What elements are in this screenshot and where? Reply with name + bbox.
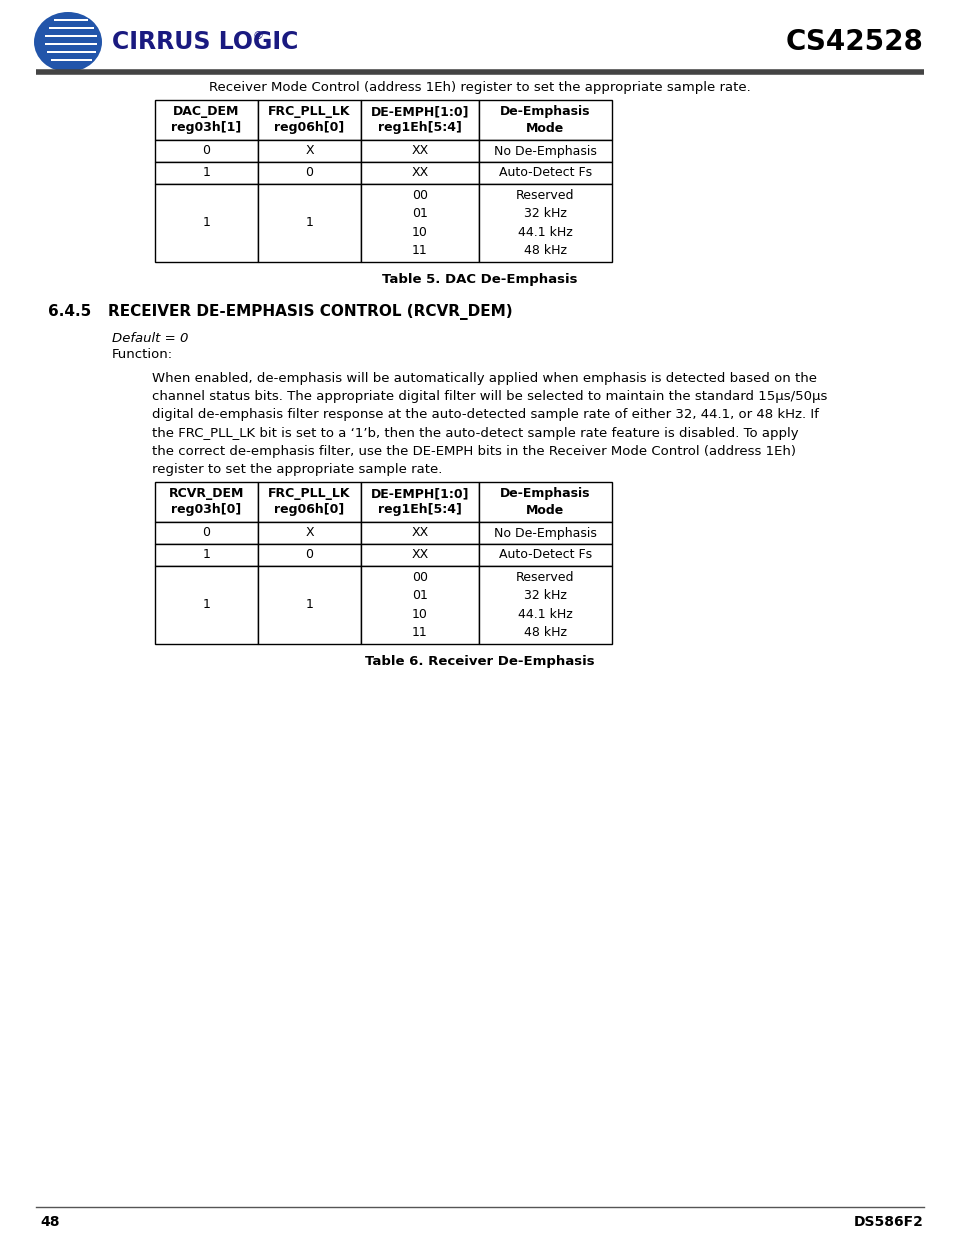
Bar bbox=[257, 522, 360, 543]
Bar bbox=[478, 184, 612, 262]
Text: Reserved
32 kHz
44.1 kHz
48 kHz: Reserved 32 kHz 44.1 kHz 48 kHz bbox=[516, 571, 574, 640]
Bar bbox=[478, 543, 612, 566]
Text: When enabled, de-emphasis will be automatically applied when emphasis is detecte: When enabled, de-emphasis will be automa… bbox=[152, 372, 826, 475]
Bar bbox=[360, 100, 478, 140]
Text: XX: XX bbox=[411, 526, 428, 540]
Bar bbox=[154, 482, 257, 522]
Bar bbox=[257, 184, 360, 262]
Text: 48: 48 bbox=[40, 1215, 59, 1229]
Text: XX: XX bbox=[411, 167, 428, 179]
Text: DE-EMPH[1:0]
reg1Eh[5:4]: DE-EMPH[1:0] reg1Eh[5:4] bbox=[371, 105, 469, 135]
Bar bbox=[154, 100, 257, 140]
Bar bbox=[154, 566, 257, 643]
Text: Function:: Function: bbox=[112, 348, 172, 361]
Text: 00
01
10
11: 00 01 10 11 bbox=[412, 571, 428, 640]
Text: 1: 1 bbox=[202, 599, 211, 611]
Bar bbox=[360, 543, 478, 566]
Text: 1: 1 bbox=[305, 599, 314, 611]
Text: XX: XX bbox=[411, 144, 428, 158]
Bar bbox=[257, 162, 360, 184]
Bar bbox=[360, 184, 478, 262]
Text: De-Emphasis
Mode: De-Emphasis Mode bbox=[499, 105, 590, 135]
Text: FRC_PLL_LK
reg06h[0]: FRC_PLL_LK reg06h[0] bbox=[268, 105, 351, 135]
Bar bbox=[47, 51, 95, 53]
Text: ®: ® bbox=[253, 31, 264, 41]
Bar bbox=[257, 543, 360, 566]
Bar bbox=[49, 27, 94, 30]
Text: De-Emphasis
Mode: De-Emphasis Mode bbox=[499, 488, 590, 516]
Text: RCVR_DEM
reg03h[0]: RCVR_DEM reg03h[0] bbox=[169, 488, 244, 516]
Text: XX: XX bbox=[411, 548, 428, 562]
Bar bbox=[51, 59, 91, 62]
Bar bbox=[360, 140, 478, 162]
Text: 00
01
10
11: 00 01 10 11 bbox=[412, 189, 428, 257]
Bar bbox=[360, 522, 478, 543]
Text: Reserved
32 kHz
44.1 kHz
48 kHz: Reserved 32 kHz 44.1 kHz 48 kHz bbox=[516, 189, 574, 257]
Bar bbox=[478, 522, 612, 543]
Bar bbox=[154, 162, 257, 184]
Bar bbox=[478, 482, 612, 522]
Bar bbox=[53, 19, 88, 21]
Bar bbox=[45, 43, 97, 46]
Bar bbox=[154, 543, 257, 566]
Bar bbox=[46, 35, 97, 37]
Text: 1: 1 bbox=[202, 548, 211, 562]
Text: 6.4.5: 6.4.5 bbox=[48, 304, 91, 319]
Text: Auto-Detect Fs: Auto-Detect Fs bbox=[498, 548, 592, 562]
Bar bbox=[360, 482, 478, 522]
Text: RECEIVER DE-EMPHASIS CONTROL (RCVR_DEM): RECEIVER DE-EMPHASIS CONTROL (RCVR_DEM) bbox=[108, 304, 512, 320]
Text: No De-Emphasis: No De-Emphasis bbox=[494, 526, 597, 540]
Text: X: X bbox=[305, 144, 314, 158]
Text: DS586F2: DS586F2 bbox=[853, 1215, 923, 1229]
Bar bbox=[257, 482, 360, 522]
Ellipse shape bbox=[34, 12, 102, 72]
Bar bbox=[257, 100, 360, 140]
Text: 0: 0 bbox=[305, 548, 314, 562]
Bar bbox=[154, 140, 257, 162]
Bar bbox=[478, 162, 612, 184]
Text: X: X bbox=[305, 526, 314, 540]
Bar bbox=[478, 140, 612, 162]
Text: 1: 1 bbox=[202, 216, 211, 230]
Text: CS42528: CS42528 bbox=[785, 28, 923, 56]
Text: Receiver Mode Control (address 1Eh) register to set the appropriate sample rate.: Receiver Mode Control (address 1Eh) regi… bbox=[209, 82, 750, 95]
Text: 0: 0 bbox=[305, 167, 314, 179]
Text: Table 6. Receiver De-Emphasis: Table 6. Receiver De-Emphasis bbox=[365, 656, 594, 668]
Bar bbox=[154, 522, 257, 543]
Text: 1: 1 bbox=[305, 216, 314, 230]
Text: Table 5. DAC De-Emphasis: Table 5. DAC De-Emphasis bbox=[382, 273, 578, 287]
Text: Auto-Detect Fs: Auto-Detect Fs bbox=[498, 167, 592, 179]
Bar bbox=[257, 140, 360, 162]
Bar bbox=[478, 100, 612, 140]
Text: 0: 0 bbox=[202, 144, 211, 158]
Bar bbox=[257, 566, 360, 643]
Bar bbox=[478, 566, 612, 643]
Bar bbox=[154, 184, 257, 262]
Text: FRC_PLL_LK
reg06h[0]: FRC_PLL_LK reg06h[0] bbox=[268, 488, 351, 516]
Text: DAC_DEM
reg03h[1]: DAC_DEM reg03h[1] bbox=[172, 105, 241, 135]
Text: Default = 0: Default = 0 bbox=[112, 332, 188, 345]
Text: DE-EMPH[1:0]
reg1Eh[5:4]: DE-EMPH[1:0] reg1Eh[5:4] bbox=[371, 488, 469, 516]
Text: 1: 1 bbox=[202, 167, 211, 179]
Bar bbox=[360, 566, 478, 643]
Bar bbox=[360, 162, 478, 184]
Text: CIRRUS LOGIC: CIRRUS LOGIC bbox=[112, 30, 298, 54]
Text: No De-Emphasis: No De-Emphasis bbox=[494, 144, 597, 158]
Text: 0: 0 bbox=[202, 526, 211, 540]
